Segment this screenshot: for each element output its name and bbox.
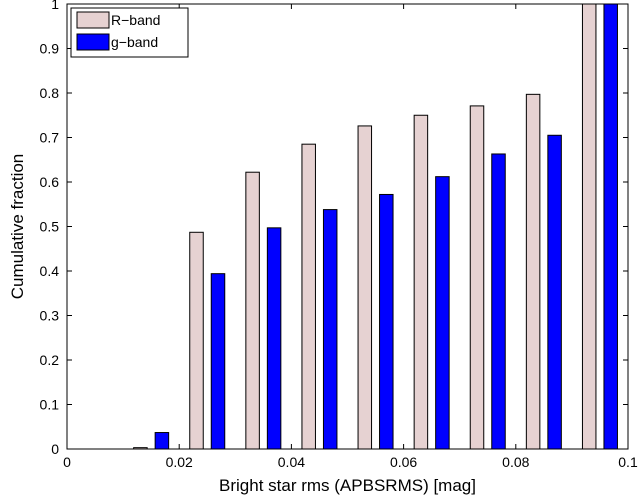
legend-swatch-r-band — [76, 11, 110, 29]
bar-g-band-4 — [322, 209, 338, 450]
bar-r-band-9 — [581, 3, 597, 450]
y-tick-label: 0.5 — [40, 219, 60, 235]
bar-r-band-2 — [189, 231, 204, 450]
y-tick-label: 0.9 — [40, 41, 60, 57]
x-tick-label: 0 — [63, 454, 71, 470]
y-tick-label: 0.8 — [40, 85, 60, 101]
y-tick-label: 0.1 — [40, 397, 60, 413]
y-tick-label: 0.4 — [40, 263, 60, 279]
legend: R−band g−band — [70, 7, 189, 58]
x-tick-label: 0.06 — [390, 454, 417, 470]
x-tick-label: 0.08 — [502, 454, 529, 470]
bar-g-band-5 — [379, 193, 394, 450]
plot-area — [66, 3, 629, 450]
plot-frame — [66, 3, 629, 450]
y-tick-label: 0.6 — [40, 174, 60, 190]
y-tick-label: 0.7 — [40, 130, 60, 146]
x-axis-title: Bright star rms (APBSRMS) [mag] — [219, 476, 476, 495]
legend-label-g-band: g−band — [111, 34, 158, 50]
bar-r-band-8 — [525, 93, 541, 450]
x-axis: 0 0.02 0.04 0.06 0.08 0.1 — [63, 4, 638, 470]
bar-g-band-3 — [266, 227, 282, 450]
x-tick-label: 0.02 — [166, 454, 193, 470]
legend-swatch-g-band — [76, 33, 110, 51]
bar-g-band-1 — [154, 432, 170, 450]
y-tick-label: 0 — [51, 441, 59, 457]
x-tick-label: 0.1 — [618, 454, 638, 470]
bar-g-band-8 — [547, 134, 562, 450]
bar-g-band-7 — [491, 153, 506, 450]
y-axis: 0 0.1 0.2 0.3 0.4 0.5 0.6 0.7 0.8 0.9 1 — [40, 0, 628, 457]
bar-g-band-6 — [435, 176, 450, 450]
y-tick-label: 0.3 — [40, 308, 60, 324]
bar-r-band-6 — [413, 114, 429, 450]
legend-label-r-band: R−band — [111, 12, 160, 28]
bar-r-band-5 — [357, 125, 373, 450]
bar-r-band-7 — [469, 105, 485, 450]
bar-r-band-3 — [245, 171, 260, 450]
bar-g-band-2 — [210, 273, 226, 450]
bar-r-band-4 — [301, 143, 316, 450]
x-tick-label: 0.04 — [278, 454, 305, 470]
y-tick-label: 1 — [51, 0, 59, 12]
bar-r-band-1 — [133, 447, 148, 450]
bar-g-band-9 — [603, 3, 618, 450]
bars — [133, 3, 618, 450]
y-axis-title: Cumulative fraction — [8, 154, 27, 300]
y-tick-label: 0.2 — [40, 352, 60, 368]
